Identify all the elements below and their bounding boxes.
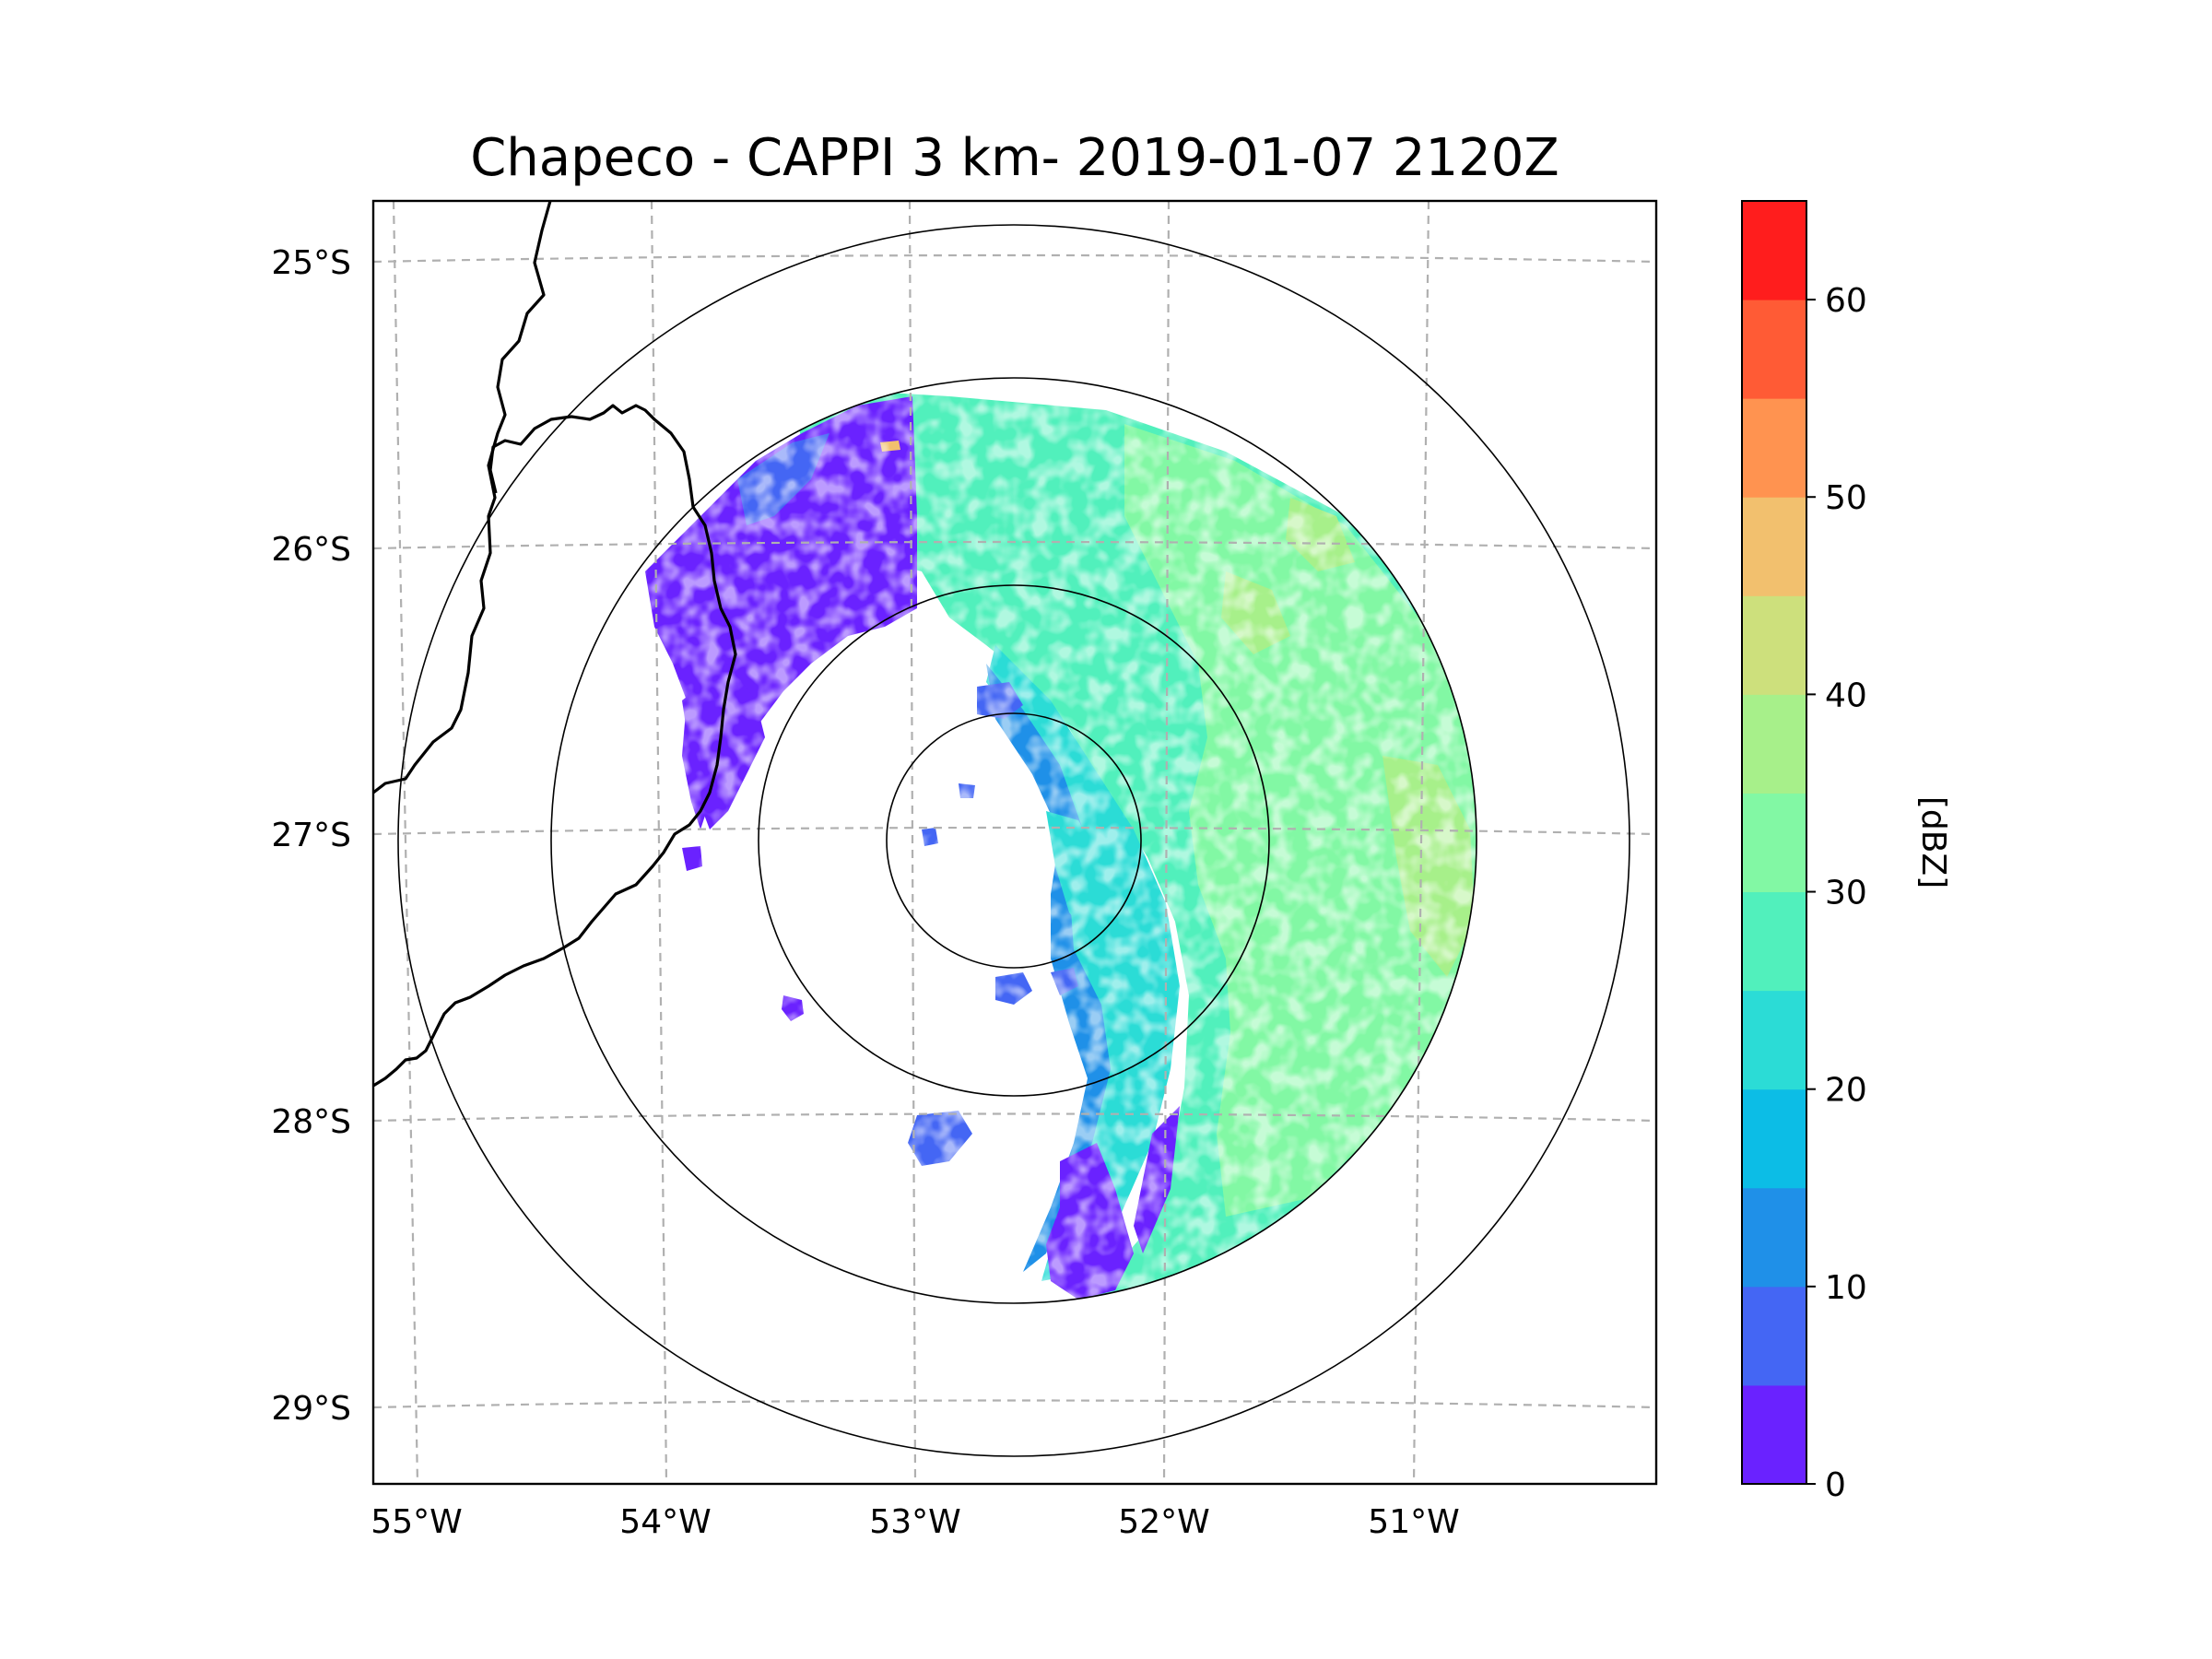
lon-label-52w: 52°W — [1118, 1503, 1209, 1541]
lat-tick-labels: 25°S 26°S 27°S 28°S 29°S — [271, 244, 351, 1428]
colorbar-segment — [1742, 793, 1806, 893]
colorbar-ticks: 0 10 20 30 40 50 60 — [1806, 282, 1867, 1504]
colorbar-segment — [1742, 201, 1806, 300]
colorbar-segment — [1742, 1088, 1806, 1189]
range-rings — [397, 224, 1630, 1457]
colorbar: 0 10 20 30 40 50 60 [dBZ] — [1741, 200, 1952, 1504]
colorbar-tick-label: 60 — [1825, 282, 1867, 320]
colorbar-segments — [1742, 201, 1806, 1485]
colorbar-segment — [1742, 497, 1806, 596]
lat-label-26s: 26°S — [271, 531, 351, 569]
lon-line-53w — [908, 201, 917, 1484]
colorbar-tick-label: 10 — [1825, 1269, 1867, 1307]
lat-line-26s — [373, 540, 1656, 550]
graticule — [373, 201, 1656, 1484]
lon-line-51w — [1412, 201, 1430, 1484]
colorbar-segment — [1742, 595, 1806, 695]
lat-label-28s: 28°S — [271, 1103, 351, 1141]
lon-line-52w — [1162, 201, 1171, 1484]
lon-label-55w: 55°W — [371, 1503, 462, 1541]
lon-tick-labels: 55°W 54°W 53°W 52°W 51°W — [371, 1503, 1459, 1541]
colorbar-frame — [1741, 200, 1807, 1485]
lon-line-55w — [392, 201, 419, 1484]
lon-label-53w: 53°W — [869, 1503, 960, 1541]
lat-line-27s — [373, 826, 1656, 836]
lon-label-51w: 51°W — [1368, 1503, 1459, 1541]
lon-label-54w: 54°W — [619, 1503, 711, 1541]
colorbar-tick-label: 40 — [1825, 677, 1867, 714]
colorbar-label: [dBZ] — [1914, 796, 1952, 888]
lat-line-28s — [373, 1112, 1656, 1123]
colorbar-segment — [1742, 990, 1806, 1090]
colorbar-segment — [1742, 694, 1806, 794]
lat-label-25s: 25°S — [271, 244, 351, 282]
range-ring-1 — [886, 712, 1142, 969]
range-ring-3 — [550, 377, 1477, 1304]
range-ring-4 — [397, 224, 1630, 1457]
border-argentina-brazil — [373, 404, 737, 1088]
range-ring-2 — [758, 584, 1270, 1097]
map-plot-area — [373, 201, 1656, 1484]
colorbar-segment — [1742, 398, 1806, 498]
reflectivity-field — [551, 378, 1477, 1303]
border-argentina-paraguay — [373, 201, 552, 794]
colorbar-tick-label: 20 — [1825, 1072, 1867, 1110]
lat-line-25s — [373, 253, 1656, 264]
colorbar-tick-label: 30 — [1825, 875, 1867, 912]
colorbar-segment — [1742, 1384, 1806, 1485]
lat-label-29s: 29°S — [271, 1390, 351, 1428]
lat-label-27s: 27°S — [271, 817, 351, 854]
colorbar-segment — [1742, 1286, 1806, 1386]
colorbar-tick-label: 50 — [1825, 479, 1867, 517]
lat-line-29s — [373, 1399, 1656, 1409]
colorbar-segment — [1742, 1187, 1806, 1288]
colorbar-segment — [1742, 300, 1806, 399]
colorbar-tick-label: 0 — [1825, 1466, 1846, 1504]
colorbar-segment — [1742, 891, 1806, 992]
plot-frame — [371, 199, 1658, 1486]
chart-title: Chapeco - CAPPI 3 km- 2019-01-07 2120Z — [470, 128, 1559, 188]
lon-line-54w — [650, 201, 668, 1484]
